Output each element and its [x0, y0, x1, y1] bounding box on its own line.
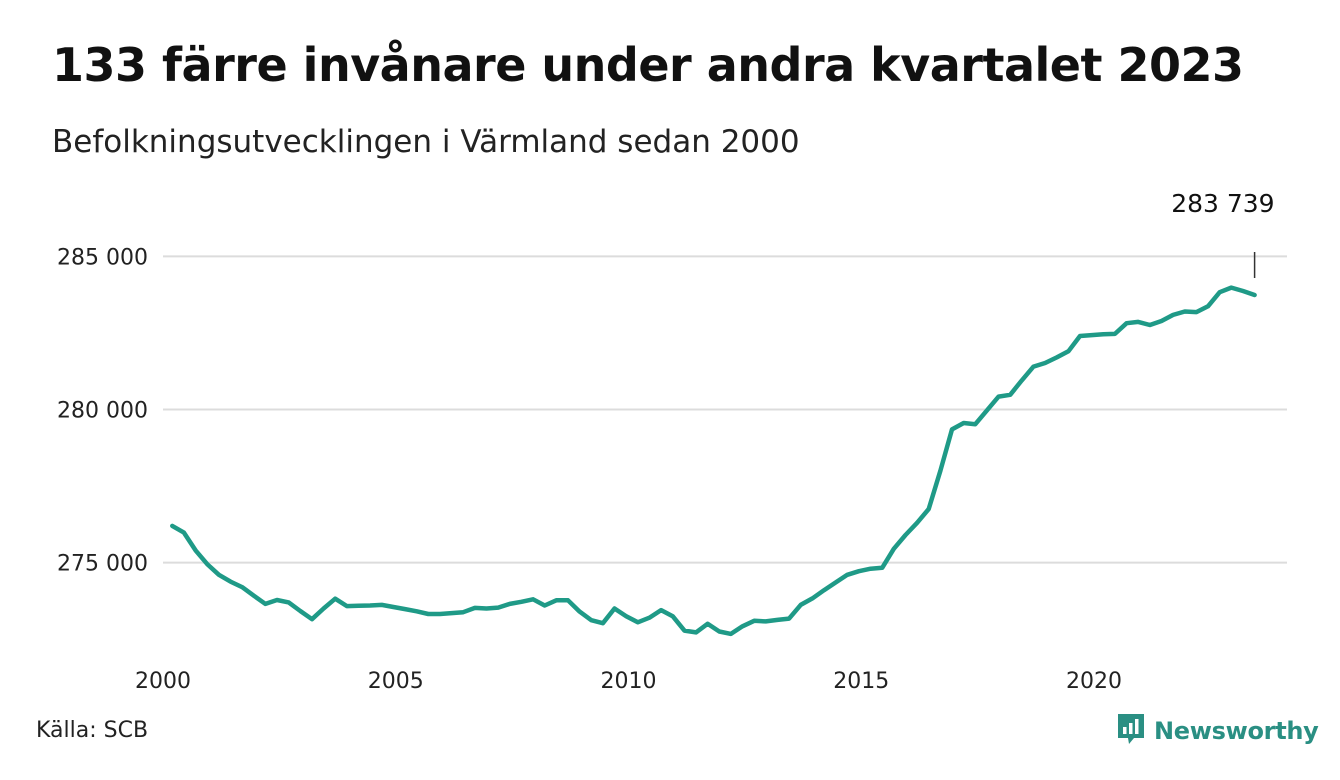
last-value-annotation: 283 739 [1171, 189, 1275, 278]
brand-logo[interactable]: Newsworthy [1116, 712, 1319, 750]
brand-name: Newsworthy [1154, 717, 1319, 745]
chart-title: 133 färre invånare under andra kvartalet… [52, 38, 1244, 92]
x-tick-label: 2000 [135, 669, 191, 694]
last-value-label: 283 739 [1171, 189, 1274, 218]
y-tick-label: 285 000 [57, 245, 148, 270]
y-tick-label: 280 000 [57, 399, 148, 424]
gridlines [163, 255, 1287, 564]
source-note: Källa: SCB [36, 718, 149, 743]
bar-chart-speech-bubble-icon [1116, 712, 1146, 750]
y-axis-tick-labels: 275 000 280 000 285 000 [57, 245, 148, 576]
y-tick-label: 275 000 [57, 552, 148, 577]
x-tick-label: 2020 [1066, 669, 1122, 694]
chart-subtitle: Befolkningsutvecklingen i Värmland sedan… [52, 124, 800, 160]
series-group [170, 285, 1257, 637]
x-tick-label: 2015 [833, 669, 889, 694]
series-line [170, 285, 1257, 637]
x-tick-label: 2005 [368, 669, 424, 694]
x-tick-label: 2010 [601, 669, 657, 694]
x-axis-tick-labels: 2000 2005 2010 2015 2020 [135, 669, 1122, 694]
